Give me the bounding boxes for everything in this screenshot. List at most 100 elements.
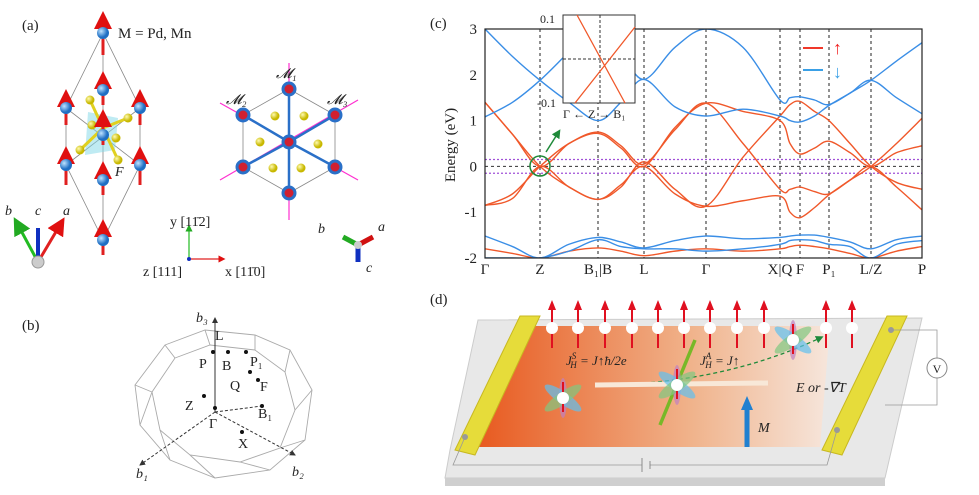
k-tick-label: B₁|B: [584, 262, 612, 278]
anomalous-hall-formula: JA H = J↑: [700, 351, 739, 370]
mirror-m1-label: 𝓜₁: [276, 67, 297, 82]
m-atoms: [60, 27, 146, 246]
panel-a-label: (a): [22, 18, 39, 34]
plot-frame: [484, 28, 923, 259]
k-tick-label: L/Z: [860, 262, 883, 278]
bz-b2-vector-label: b₂: [292, 465, 304, 480]
edge-electron: [626, 322, 638, 334]
y-tick-label: 1: [470, 114, 478, 130]
panel-d: (d) V M JS H = J↑ħ/2e JA H = J↑ E or -∇T: [430, 292, 948, 486]
bz-x-label: X: [238, 437, 248, 452]
inset-ytick-top: 0.1: [540, 12, 555, 26]
voltmeter-label: V: [933, 362, 942, 376]
legend-spin-down: ↓: [833, 62, 842, 82]
k-tick-label: Z: [535, 262, 544, 278]
panel-b-label: (b): [22, 318, 40, 334]
bz-p-label: P: [199, 357, 207, 372]
bz-b3-label: b₃: [196, 311, 208, 326]
band-structure: [485, 29, 922, 258]
k-tick-label: P₁: [822, 262, 836, 278]
formula-label: M = Pd, Mn: [118, 26, 192, 42]
k-tick-labels: Γ Z B₁|B L Γ X|Q F P₁ L/Z P: [481, 262, 927, 278]
bz-l-label: L: [215, 329, 224, 344]
dirac-point-highlight: [529, 155, 551, 177]
fermi-lines: [485, 158, 922, 174]
y-axis-title: Energy (eV): [443, 108, 459, 182]
panel-a: (a) M = Pd, Mn F b c a: [5, 11, 385, 280]
orbital-spins: [544, 320, 812, 418]
bz-p1-label: P₁: [250, 355, 263, 370]
topview-b-label: b: [318, 222, 325, 237]
legend-spin-up: ↑: [833, 38, 842, 58]
bz-q-label: Q: [230, 379, 240, 394]
cartesian-axes: y [11̄2] z [111] x [11̄0]: [143, 215, 265, 280]
voltmeter-icon: [926, 357, 948, 379]
panel-c-label: (c): [430, 16, 447, 32]
panel-d-label: (d): [430, 292, 448, 308]
k-tick-label: P: [918, 262, 926, 278]
k-tick-label: X|Q: [768, 262, 793, 278]
bz-z-label: Z: [185, 399, 194, 414]
bz-b1-label: B₁: [258, 407, 272, 422]
lattice-axes-triad: b c a: [5, 204, 70, 269]
spin-electron: [557, 392, 569, 404]
k-point-gridlines: [539, 29, 872, 258]
topview-c-label: c: [366, 261, 373, 276]
k-tick-label: Γ: [481, 262, 490, 278]
edge-electron: [652, 322, 664, 334]
y-tick-label: -2: [465, 251, 478, 267]
edge-electron: [599, 322, 611, 334]
mirror-m3-label: 𝓜₃: [327, 93, 348, 108]
band-up-2: [485, 101, 922, 206]
zoom-arrow: [545, 129, 561, 153]
y-tick-label: -1: [465, 205, 478, 221]
inset: 0.1 -0.1 Γ ← Z → B₁: [537, 12, 636, 121]
edge-electron: [704, 322, 716, 334]
mirror-m2-label: 𝓜₂: [226, 93, 247, 108]
k-tick-label: F: [796, 262, 804, 278]
bz-f-label: F: [260, 380, 268, 395]
k-tick-label: Γ: [702, 262, 711, 278]
y-tick-label: 3: [470, 22, 478, 38]
topview-a-label: a: [378, 220, 385, 235]
f-atoms: [75, 95, 133, 165]
edge-spins: [546, 300, 858, 348]
y-tick-label: 0: [470, 159, 478, 175]
edge-electron: [546, 322, 558, 334]
axis-c-label: c: [35, 204, 42, 219]
edge-electron: [572, 322, 584, 334]
y-axis-label: y [11̄2]: [170, 215, 210, 230]
spin-electron: [671, 379, 683, 391]
top-view: 𝓜₁ 𝓜₂ 𝓜₃: [219, 63, 359, 220]
drive-label: E or -∇T: [795, 381, 847, 396]
inset-ytick-bottom: -0.1: [537, 96, 556, 110]
edge-electron: [758, 322, 770, 334]
legend: ↑ ↓: [803, 38, 842, 82]
x-axis-label: x [11̄0]: [225, 265, 265, 280]
edge-electron: [731, 322, 743, 334]
band-up-3: [485, 100, 922, 209]
band-up-1: [485, 165, 922, 219]
panel-b: (b) b₃ L P B P₁ Q F Z Γ B₁ X b₁: [22, 311, 313, 482]
right-electrode: [821, 315, 908, 456]
magnetization-label: M: [757, 421, 771, 436]
bz-b1-vector-label: b₁: [136, 467, 148, 482]
bz-b-label: B: [222, 359, 231, 374]
inset-xlabel: Γ ← Z → B₁: [563, 107, 625, 121]
left-electrode: [454, 315, 541, 456]
spin-electron: [787, 334, 799, 346]
panel-c: (c) Energy (eV) 3 2 1 0 -1 -2 Γ Z B₁|B L Γ X|Q F P₁ L…: [430, 12, 926, 278]
k-tick-label: L: [639, 262, 648, 278]
band-down-8: [485, 238, 922, 258]
axis-a-label: a: [63, 204, 70, 219]
z-axis-label: z [111]: [143, 265, 182, 280]
brillouin-zone: [134, 329, 313, 479]
lattice-axes-triad-topview: b a c: [318, 220, 385, 276]
spin-hall-formula: JS H = J↑ħ/2e: [566, 351, 627, 370]
edge-electron: [846, 322, 858, 334]
y-tick-label: 2: [470, 68, 478, 84]
bz-gamma-label: Γ: [209, 417, 217, 432]
edge-electron: [820, 322, 832, 334]
y-tick-labels: 3 2 1 0 -1 -2: [465, 22, 478, 267]
